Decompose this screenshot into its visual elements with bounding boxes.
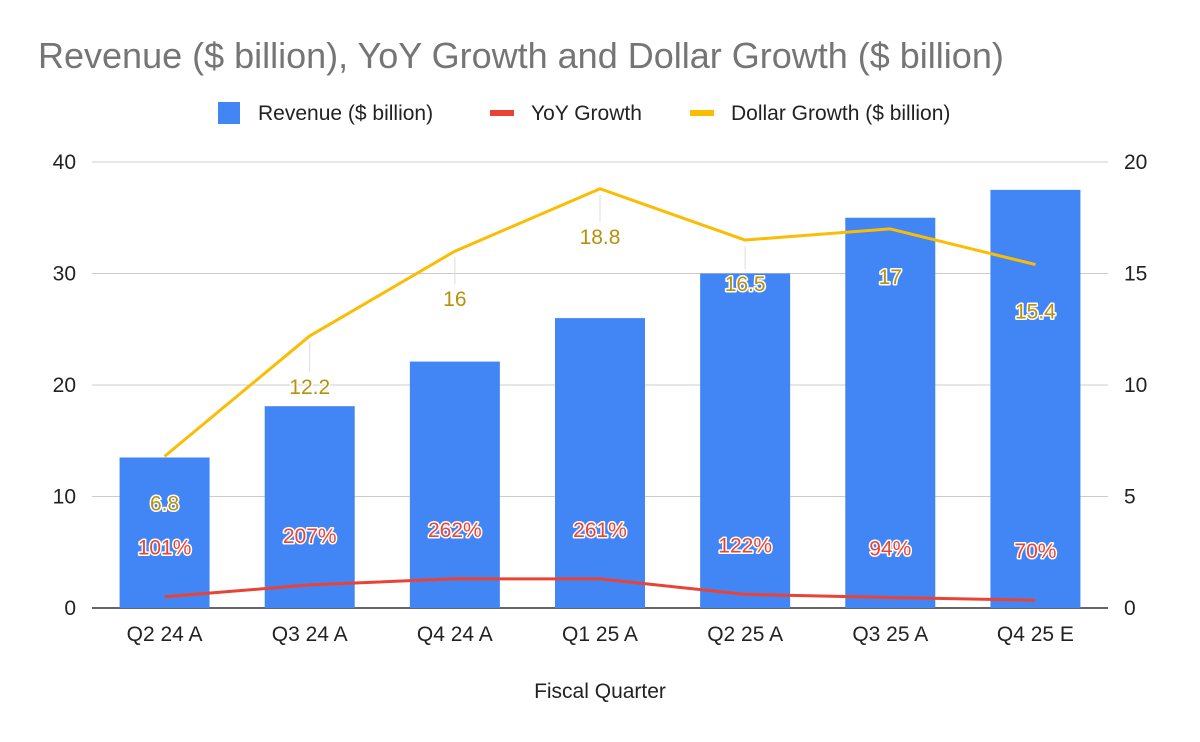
x-tick-label: Q4 25 E (997, 623, 1074, 646)
legend-swatch-dollar (690, 110, 714, 116)
series-lines (163, 187, 1036, 602)
yoy-data-label: 261% (573, 519, 627, 542)
yoy-data-label: 207% (283, 525, 337, 548)
dollar-growth-data-label: 12.2 (289, 376, 330, 399)
legend-label-revenue: Revenue ($ billion) (258, 102, 433, 125)
x-tick-label: Q4 24 A (417, 623, 493, 646)
yoy-data-label: 70% (1014, 540, 1056, 563)
y-right-tick-label: 10 (1124, 374, 1147, 397)
x-tick-label: Q3 25 A (852, 623, 928, 646)
data-labels: 101% 207% 262% 261% 122% 94% 70% 6.8 12.2 16 18.8 1… (136, 224, 1058, 564)
y-right-tick-label: 5 (1124, 486, 1136, 509)
revenue-bar (845, 217, 936, 608)
legend-swatch-yoy (490, 110, 514, 116)
y-right-tick-label: 15 (1124, 263, 1147, 286)
revenue-bar (555, 318, 645, 608)
revenue-bar (264, 406, 355, 608)
dollar-growth-data-label: 6.8 (150, 492, 179, 515)
dollar-growth-data-label: 17 (879, 266, 902, 289)
legend-label-yoy: YoY Growth (531, 102, 642, 125)
y-left-tick-label: 30 (53, 263, 76, 286)
revenue-bar (119, 457, 210, 608)
legend: Revenue ($ billion) YoY Growth Dollar Gr… (218, 102, 950, 125)
legend-label-dollar: Dollar Growth ($ billion) (731, 102, 950, 125)
y-right-tick-label: 0 (1124, 597, 1136, 620)
y-left-tick-label: 40 (53, 151, 76, 174)
x-tick-label: Q2 25 A (707, 623, 783, 646)
revenue-bars (119, 189, 1081, 608)
yoy-data-label: 262% (428, 519, 482, 542)
y-left-tick-label: 0 (64, 597, 76, 620)
y-left-tick-label: 20 (53, 374, 76, 397)
yoy-data-label: 101% (138, 537, 192, 560)
revenue-bar (990, 189, 1081, 608)
x-tick-label: Q2 24 A (127, 623, 203, 646)
dollar-growth-data-label: 16.5 (725, 273, 766, 296)
revenue-bar (409, 361, 500, 608)
y-left-tick-label: 10 (53, 486, 76, 509)
x-tick-label: Q1 25 A (562, 623, 638, 646)
x-axis-label: Fiscal Quarter (534, 680, 666, 703)
yoy-data-label: 94% (869, 538, 911, 561)
legend-swatch-revenue (218, 102, 240, 124)
yoy-data-label: 122% (718, 534, 772, 557)
yoy-growth-line (164, 577, 1036, 602)
revenue-bar (700, 273, 791, 608)
dollar-growth-data-label: 18.8 (580, 226, 621, 249)
dollar-growth-data-label: 16 (443, 288, 466, 311)
y-right-tick-label: 20 (1124, 151, 1147, 174)
axis-ticks: 0 10 20 30 40 0 5 10 15 20 Q2 24 A Q3 24 A Q4 24 A Q1… (53, 151, 1148, 646)
x-tick-label: Q3 24 A (272, 623, 348, 646)
chart-title: Revenue ($ billion), YoY Growth and Doll… (38, 35, 1004, 76)
dollar-growth-data-label: 15.4 (1015, 301, 1056, 324)
dollar-growth-line (163, 187, 1036, 458)
